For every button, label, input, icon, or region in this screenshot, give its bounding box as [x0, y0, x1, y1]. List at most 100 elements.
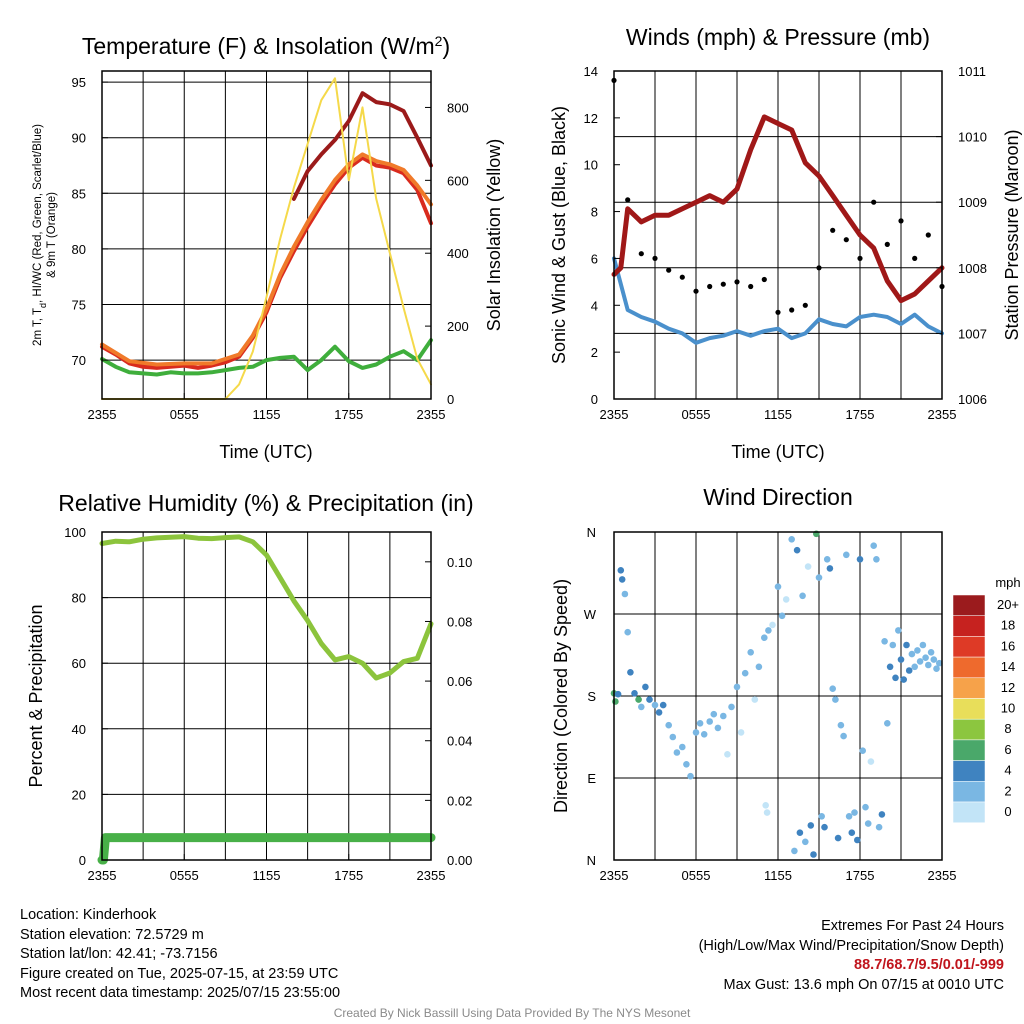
- direction-point: [659, 701, 667, 709]
- winds-ytick-label: 6: [591, 251, 598, 266]
- humidity-xtick-label: 2355: [88, 868, 117, 883]
- 9m-t-line: [100, 152, 433, 367]
- legend-label: 20+: [997, 597, 1019, 612]
- winds-ytick-label: 8: [591, 205, 598, 220]
- winds-ytick-label: 0: [591, 392, 598, 407]
- direction-point: [930, 656, 938, 663]
- direction-point: [897, 656, 905, 663]
- direction-point: [737, 729, 745, 736]
- direction-point: [810, 851, 817, 858]
- direction-point: [905, 667, 913, 674]
- legend-label: 6: [1004, 742, 1011, 757]
- direction-point: [802, 838, 809, 846]
- direction-point: [755, 663, 763, 671]
- direction-point: [848, 829, 856, 836]
- winds-ytick-label: 14: [584, 64, 598, 79]
- gust-point: [625, 197, 631, 203]
- direction-point: [763, 809, 771, 816]
- direction-point: [804, 563, 812, 570]
- gust-point: [679, 274, 685, 280]
- direction-ytick-label: N: [587, 853, 596, 868]
- winds-y2label: Station Pressure (Maroon): [1002, 129, 1022, 340]
- humidity-xtick-label: 1755: [334, 868, 363, 883]
- credit-line: Created By Nick Bassill Using Data Provi…: [333, 1006, 691, 1020]
- direction-point: [646, 696, 653, 703]
- relative-humidity-line: [99, 534, 434, 681]
- temperature-xtick-label: 2355: [417, 407, 446, 422]
- humidity-xtick-label: 1155: [253, 868, 281, 883]
- gust-point: [693, 288, 699, 294]
- winds-ylabel: Sonic Wind & Gust (Blue, Black): [549, 106, 569, 364]
- temperature-xtick-label: 2355: [88, 407, 117, 422]
- direction-point: [673, 749, 681, 756]
- winds-ytick-label: 4: [591, 298, 598, 313]
- temperature-xlabel: Time (UTC): [219, 442, 312, 462]
- gust-point: [666, 267, 672, 273]
- temperature-series: [100, 77, 433, 400]
- direction-point: [617, 567, 625, 574]
- temperature-panel: Temperature (F) & Insolation (W/m2) 2355…: [32, 33, 504, 462]
- direction-point: [851, 809, 858, 816]
- temperature-y2label: Solar Insolation (Yellow): [484, 139, 504, 331]
- legend-label: 0: [1004, 804, 1011, 819]
- direction-point: [651, 701, 659, 709]
- direction-point: [859, 747, 866, 754]
- gust-point: [707, 283, 713, 290]
- direction-point: [826, 565, 834, 572]
- winds-title: Winds (mph) & Pressure (mb): [626, 24, 930, 50]
- direction-xtick-label: 0555: [682, 868, 711, 883]
- legend-swatch: [952, 615, 986, 637]
- temperature-ylabel-line2: & 9m T (Orange): [46, 192, 58, 278]
- direction-point: [840, 732, 847, 740]
- direction-point: [669, 733, 677, 741]
- humidity-y2tick-label: 0.00: [447, 853, 472, 868]
- station-location: Location: Kinderhook: [20, 907, 157, 923]
- direction-point: [728, 703, 735, 711]
- direction-point: [875, 823, 883, 831]
- legend-label: 10: [1001, 701, 1015, 716]
- direction-point: [799, 592, 806, 600]
- gust-point: [775, 309, 781, 315]
- humidity-ticks: 2355 0555 1155 1755 23550204060801000.000.02…: [64, 525, 472, 883]
- legend-label: 2: [1004, 783, 1011, 798]
- winds-y2tick-label: 1006: [958, 392, 987, 407]
- direction-point: [612, 698, 619, 705]
- gust-point: [925, 232, 931, 238]
- direction-point: [782, 596, 790, 603]
- direction-point: [741, 669, 749, 677]
- legend-label: 18: [1001, 618, 1015, 633]
- station-elevation: Station elevation: 72.5729 m: [20, 926, 204, 943]
- gust-point: [761, 276, 767, 283]
- winds-series: [611, 77, 945, 345]
- direction-point: [886, 663, 894, 671]
- legend-swatch: [952, 718, 986, 741]
- humidity-ytick-label: 20: [72, 787, 86, 802]
- direction-point: [696, 720, 704, 727]
- temperature-xtick-label: 1155: [253, 407, 281, 422]
- gust-point: [857, 255, 863, 261]
- hi-wc-line: [291, 91, 433, 201]
- direction-point: [618, 576, 626, 583]
- legend-label: 4: [1004, 763, 1011, 778]
- gust-point: [638, 251, 644, 257]
- legend-swatch: [952, 801, 986, 823]
- winds-y2tick-label: 1008: [958, 261, 987, 276]
- direction-point: [720, 712, 727, 720]
- direction-point: [818, 813, 825, 820]
- direction-point: [692, 729, 700, 736]
- gust-point: [843, 237, 849, 243]
- humidity-y2tick-label: 0.10: [447, 555, 472, 570]
- legend-swatch: [952, 760, 986, 782]
- gust-point: [748, 283, 754, 290]
- legend-label: 12: [1001, 680, 1015, 695]
- temperature-xtick-label: 0555: [170, 407, 199, 422]
- max-gust: Max Gust: 13.6 mph On 07/15 at 0010 UTC: [723, 976, 1004, 993]
- direction-point: [873, 556, 880, 563]
- winds-xtick-label: 1155: [764, 407, 792, 422]
- winds-y2tick-label: 1011: [958, 64, 986, 79]
- humidity-ytick-label: 80: [72, 591, 86, 606]
- direction-point: [751, 696, 759, 703]
- direction-point: [631, 690, 638, 697]
- direction-point: [834, 834, 842, 842]
- winds-ytick-label: 2: [591, 345, 598, 360]
